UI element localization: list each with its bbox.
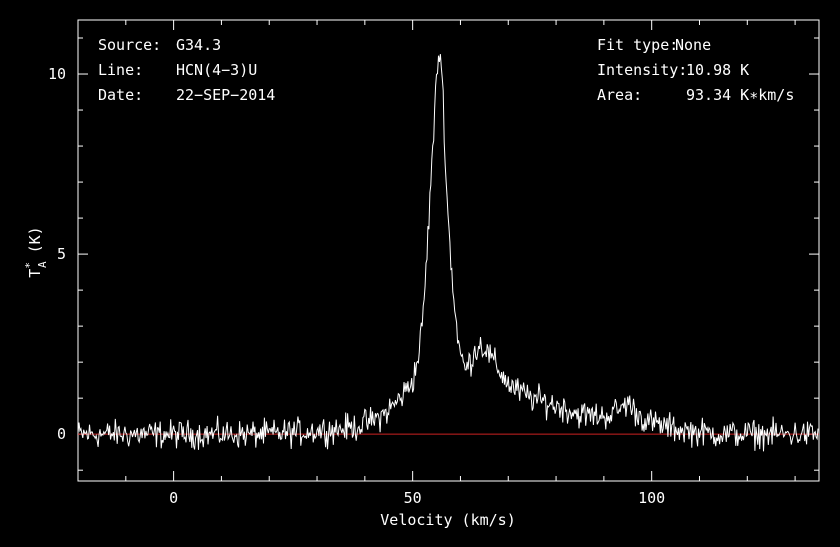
x-tick-label: 0 [169, 489, 178, 507]
line-label: Line: [98, 61, 143, 79]
area-label: Area: [597, 86, 642, 104]
date-label: Date: [98, 86, 143, 104]
date-value: 22−SEP−2014 [176, 86, 275, 104]
x-axis-ticks: 0 50 100 [77, 20, 796, 507]
source-label: Source: [98, 36, 161, 54]
y-axis-label-unit: (K) [26, 226, 44, 253]
y-axis-label-superscript: * [23, 262, 36, 269]
line-value: HCN(4−3)U [176, 61, 257, 79]
y-tick-label: 10 [48, 65, 66, 83]
x-axis-label: Velocity (km/s) [380, 511, 515, 529]
fit-type-value: None [675, 36, 711, 54]
spectrum-series-line [77, 54, 819, 452]
fit-type-label: Fit type: [597, 36, 678, 54]
y-axis-label-subscript: A [36, 261, 49, 268]
y-axis-ticks: 0 5 10 [48, 37, 819, 471]
y-tick-label: 5 [57, 245, 66, 263]
source-value: G34.3 [176, 36, 221, 54]
plot-frame [77, 19, 820, 482]
x-tick-label: 50 [404, 489, 422, 507]
y-tick-label: 0 [57, 425, 66, 443]
intensity-label: Intensity: [597, 61, 687, 79]
x-tick-label: 100 [638, 489, 665, 507]
y-axis-label: T*A (K) [23, 226, 49, 277]
svg-text:T*A(K): T*A (K) [23, 226, 49, 277]
y-axis-label-symbol: T [26, 269, 44, 278]
area-value: 93.34 K∗km/s [686, 86, 794, 104]
intensity-value: 10.98 K [686, 61, 749, 79]
